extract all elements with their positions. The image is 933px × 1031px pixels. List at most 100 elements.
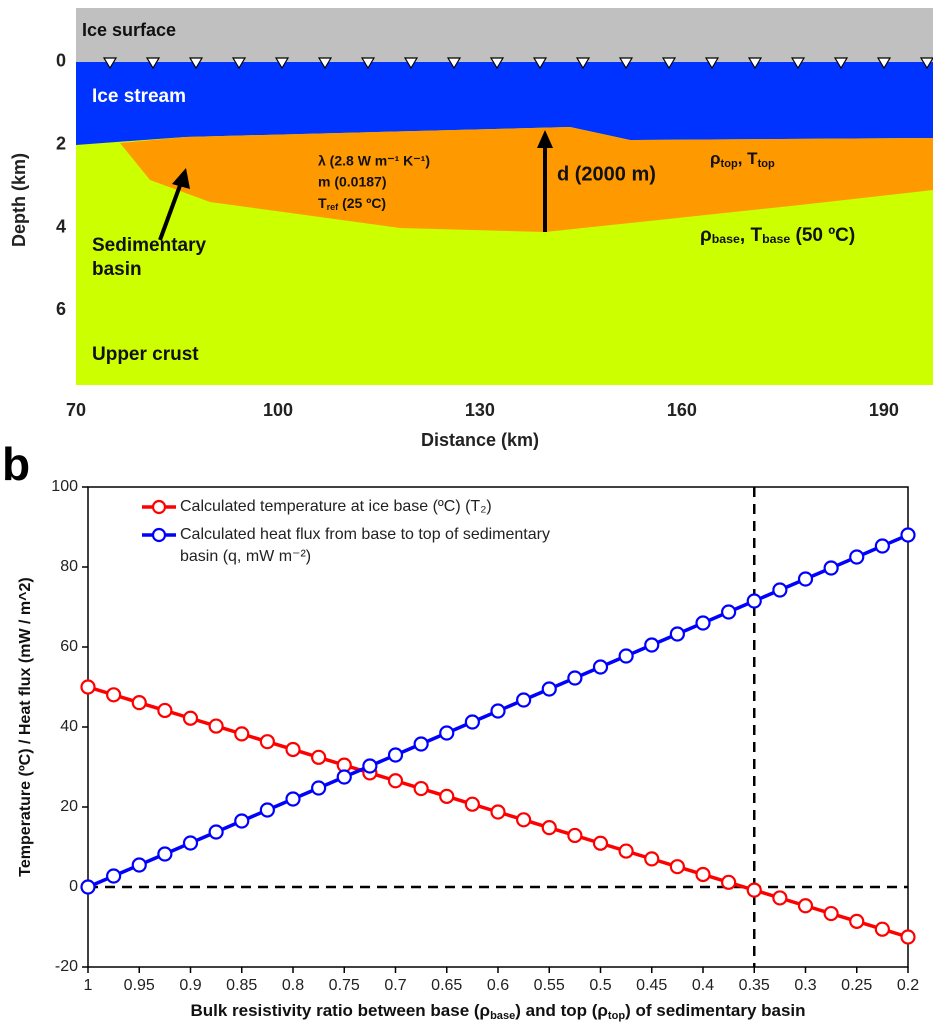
text-part: (50 ºC) — [790, 225, 855, 246]
data-point — [823, 560, 839, 576]
y-tick-label: 6 — [56, 299, 66, 319]
data-point — [772, 890, 788, 906]
data-point — [106, 687, 122, 703]
text-part: ρ — [710, 149, 721, 168]
y-tick-label: 40 — [60, 718, 78, 735]
y-tick-label: 2 — [56, 133, 66, 153]
data-point — [797, 571, 814, 587]
subscript: base — [762, 232, 790, 246]
data-point — [644, 637, 660, 653]
x-axis-title: Bulk resistivity ratio between base (ρba… — [190, 1001, 805, 1021]
data-point — [669, 626, 685, 642]
basin-arrow-head — [172, 168, 190, 189]
data-point — [541, 820, 557, 836]
legend-item: Calculated temperature at ice base (ºC) … — [140, 496, 560, 518]
legend-marker — [151, 499, 167, 515]
data-point — [387, 747, 404, 763]
data-point — [106, 868, 122, 884]
data-point — [285, 741, 301, 758]
x-tick-label: 160 — [667, 400, 697, 420]
receiver — [575, 57, 591, 70]
receiver — [704, 57, 720, 70]
x-tick-label: 0.9 — [179, 977, 201, 994]
legend-swatch — [142, 527, 176, 543]
data-point — [234, 813, 250, 829]
subscript: base — [712, 232, 740, 246]
data-point — [874, 921, 890, 937]
y-axis-title: Temperature (ºC) / Heat flux (mW / m^2) — [17, 577, 34, 876]
receiver — [833, 57, 849, 70]
data-point — [182, 835, 199, 851]
data-point — [874, 538, 890, 554]
x-tick-label: 0.2 — [897, 977, 919, 994]
x-tick-label: 0.6 — [487, 977, 509, 994]
x-tick-label: 0.4 — [692, 977, 714, 994]
text-part: , T — [738, 149, 758, 168]
data-point — [336, 769, 352, 785]
d-arrow-head — [537, 130, 553, 148]
legend-item: Calculated heat flux from base to top of… — [140, 524, 560, 568]
receiver — [661, 57, 677, 70]
text-part: , T — [740, 225, 763, 246]
data-point — [592, 835, 609, 851]
y-tick-label: 80 — [60, 558, 78, 575]
y-axis-title: Depth (km) — [9, 153, 29, 247]
data-point — [541, 681, 557, 697]
x-tick-label: 0.85 — [226, 977, 257, 994]
legend-swatch — [142, 499, 176, 515]
receiver — [446, 57, 462, 70]
receiver — [102, 57, 118, 70]
receiver — [188, 57, 204, 70]
data-point — [387, 773, 404, 789]
panel-label: b — [2, 438, 30, 490]
ice-stream-layer — [76, 62, 933, 145]
x-tick-label: 0.45 — [636, 977, 667, 994]
data-point — [490, 703, 506, 719]
data-point — [464, 714, 480, 730]
layer-label: Sedimentary basin — [92, 235, 211, 280]
text-part: Bulk resistivity ratio between base (ρ — [190, 1001, 490, 1020]
data-point — [234, 726, 250, 742]
receiver — [360, 57, 376, 70]
receiver — [919, 57, 933, 70]
data-point — [157, 846, 173, 862]
data-point — [516, 812, 532, 828]
subscript: top — [758, 158, 775, 170]
data-point — [413, 736, 429, 752]
receiver — [145, 57, 161, 70]
receiver — [747, 57, 763, 70]
legend-label: Calculated temperature at ice base (ºC) … — [180, 498, 492, 515]
data-point — [695, 615, 711, 631]
receiver — [403, 57, 419, 70]
data-point — [516, 692, 532, 708]
text-part: ) and top (ρ — [515, 1001, 608, 1020]
data-point — [490, 804, 506, 820]
y-tick-label: 0 — [56, 51, 66, 71]
data-point — [823, 905, 839, 922]
text-part: ) of sedimentary basin — [625, 1001, 805, 1020]
data-point — [259, 734, 275, 750]
receiver — [876, 57, 892, 70]
data-point — [362, 758, 378, 774]
data-point — [131, 695, 147, 711]
text-part: ρ — [700, 225, 712, 246]
basin-arrow — [158, 179, 184, 241]
data-point — [567, 670, 583, 686]
text-part: (25 ºC) — [338, 195, 386, 211]
x-tick-label: 0.75 — [329, 977, 360, 994]
data-point — [746, 593, 762, 609]
receiver — [790, 57, 806, 70]
data-point — [439, 788, 455, 804]
subscript: top — [608, 1010, 625, 1022]
data-point — [695, 866, 711, 883]
layer-label: Ice stream — [92, 86, 186, 107]
x-tick-label: 1 — [84, 977, 93, 994]
data-point — [567, 827, 583, 844]
subscript: base — [490, 1010, 515, 1022]
receiver — [274, 57, 290, 70]
receiver — [618, 57, 634, 70]
receivers — [102, 57, 933, 70]
data-point — [772, 582, 788, 598]
data-point — [439, 725, 455, 741]
